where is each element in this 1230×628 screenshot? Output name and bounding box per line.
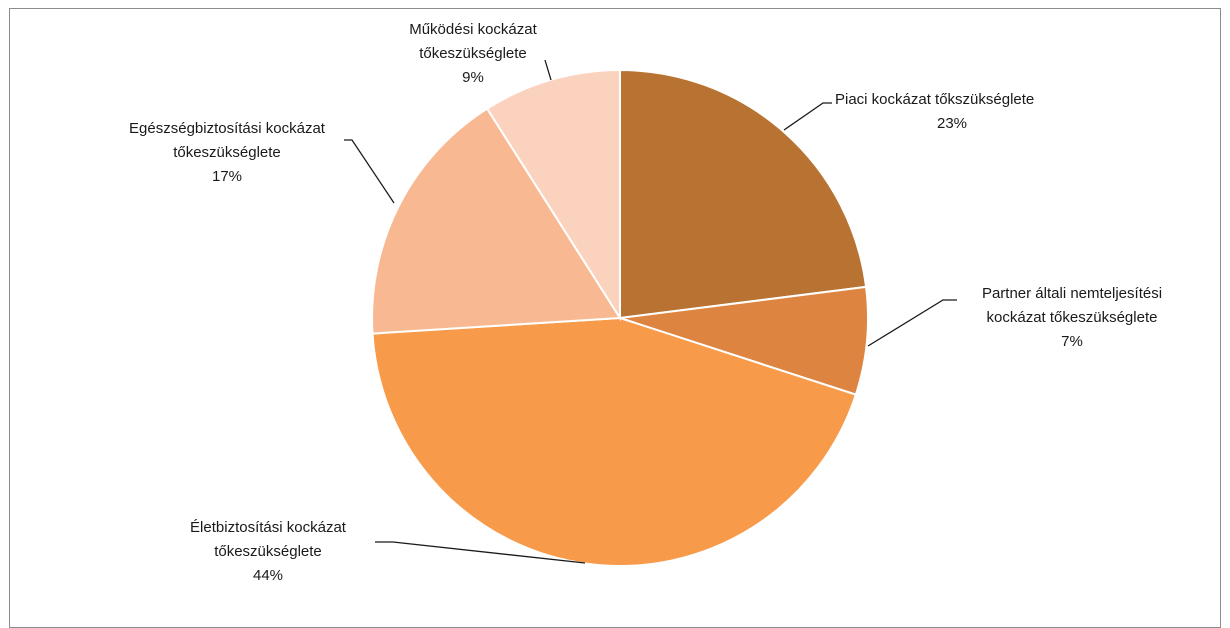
slice-value-label-egeszsegbiztositasi-kockazat: 17% [212,168,242,185]
slice-label-egeszsegbiztositasi-kockazat: Egészségbiztosítási kockázat [129,120,326,137]
leader-line-piaci-kockazat-tokszukseglete [783,102,832,131]
pie-slice-partner-altali-nemteljesitesi [619,285,869,396]
pie-slice-eletbiztositasi-kockazat [371,316,858,567]
slice-value-label-mukodesi-kockazat: 9% [462,69,484,86]
slice-label-mukodesi-kockazat: Működési kockázat [409,21,537,38]
slice-label-eletbiztositasi-kockazat: tőkeszükséglete [214,543,322,560]
leader-line-egeszsegbiztositasi-kockazat [344,139,395,204]
slice-label-partner-altali-nemteljesitesi: kockázat tőkeszükséglete [987,309,1158,326]
slice-label-partner-altali-nemteljesitesi: Partner általi nemteljesítési [982,285,1162,302]
slice-value-label-partner-altali-nemteljesitesi: 7% [1061,333,1083,350]
slice-label-eletbiztositasi-kockazat: Életbiztosítási kockázat [190,519,347,536]
slice-label-egeszsegbiztositasi-kockazat: tőkeszükséglete [173,144,281,161]
leader-line-eletbiztositasi-kockazat [375,541,586,564]
slice-label-mukodesi-kockazat: tőkeszükséglete [419,45,527,62]
slice-label-piaci-kockazat-tokszukseglete: Piaci kockázat tőkszükséglete [835,91,1034,108]
slice-value-label-piaci-kockazat-tokszukseglete: 23% [937,115,967,132]
leader-line-partner-altali-nemteljesitesi [867,299,957,347]
slice-value-label-eletbiztositasi-kockazat: 44% [253,567,283,584]
pie-slice-piaci-kockazat-tokszukseglete [619,68,868,320]
pie-slice-egeszsegbiztositasi-kockazat [371,107,622,335]
leader-line-mukodesi-kockazat [544,59,552,81]
